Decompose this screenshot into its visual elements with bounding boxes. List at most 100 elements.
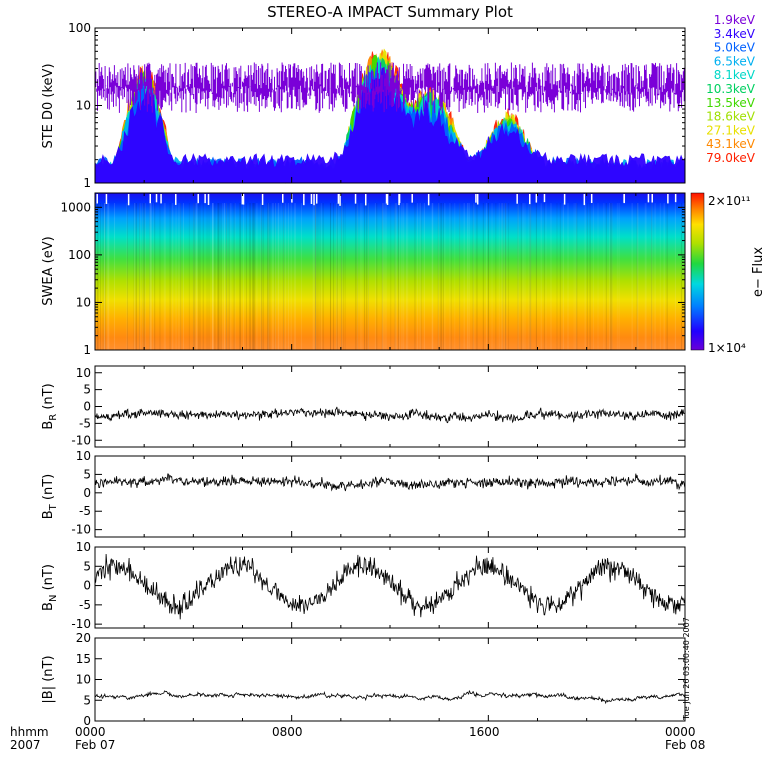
mag-ytick-label: -10 bbox=[71, 433, 91, 447]
swea-gap bbox=[160, 194, 162, 204]
legend-entry-6.5keV: 6.5keV bbox=[714, 54, 756, 68]
swea-gap bbox=[535, 194, 538, 203]
plot-timestamp: Tue Jun 26 03:00:40 2007 bbox=[682, 617, 691, 721]
swea-gap bbox=[647, 194, 650, 203]
swea-gap bbox=[155, 194, 158, 203]
swea-gap bbox=[528, 194, 531, 205]
mag-ytick-label: 10 bbox=[76, 673, 91, 687]
swea-gap bbox=[364, 194, 367, 206]
legend-entry-13.5keV: 13.5keV bbox=[706, 96, 756, 110]
swea-gap bbox=[543, 194, 546, 203]
swea-gap bbox=[175, 194, 177, 205]
swea-gap bbox=[207, 194, 210, 205]
swea-gap bbox=[411, 194, 413, 203]
swea-spectrogram bbox=[95, 193, 685, 350]
swea-gap bbox=[386, 194, 389, 205]
swea-gap bbox=[149, 194, 151, 204]
colorbar-min-label: 1×10⁴ bbox=[708, 341, 746, 355]
swea-gap bbox=[623, 194, 625, 203]
plot-title: STEREO-A IMPACT Summary Plot bbox=[267, 3, 513, 21]
mag-ytick-label: 10 bbox=[76, 366, 91, 380]
mag-ytick-label: 5 bbox=[83, 383, 91, 397]
swea-gap bbox=[281, 194, 284, 203]
swea-gap bbox=[398, 194, 400, 206]
swea-gap bbox=[197, 194, 199, 204]
swea-gap bbox=[313, 194, 315, 206]
swea-gap bbox=[590, 194, 593, 204]
mag-trace-bt bbox=[94, 473, 686, 492]
ste-panel: STE D0 (keV) 1 10 100 1.9keV3.4keV5.0keV6.… bbox=[41, 13, 756, 190]
swea-gap bbox=[385, 194, 388, 204]
footer-format-year: 2007 bbox=[10, 738, 41, 752]
swea-gap bbox=[339, 194, 341, 206]
swea-gap bbox=[127, 194, 130, 206]
mag-frame bbox=[94, 637, 686, 722]
swea-ytick-label: 100 bbox=[68, 248, 91, 262]
mag-ytick-label: -5 bbox=[79, 598, 91, 612]
swea-gap bbox=[563, 194, 566, 205]
mag-ytick-label: 5 bbox=[83, 467, 91, 481]
mag-ytick-label: 20 bbox=[76, 631, 91, 645]
ste-legend: 1.9keV3.4keV5.0keV6.5keV8.1keV10.3keV13.… bbox=[706, 13, 756, 165]
x-tick-label-2: 1600 bbox=[469, 725, 500, 739]
legend-entry-18.6keV: 18.6keV bbox=[706, 110, 756, 124]
swea-gap bbox=[667, 194, 669, 204]
mag-trace-bn bbox=[94, 553, 686, 620]
ste-ytick-label: 100 bbox=[68, 21, 91, 35]
mag-ytick-label: 10 bbox=[76, 540, 91, 554]
mag-ylabel: BR (nT) bbox=[41, 383, 59, 429]
mag-ytick-label: 5 bbox=[83, 693, 91, 707]
x-tick-label-1: 0800 bbox=[272, 725, 303, 739]
swea-ytick-label: 1000 bbox=[60, 200, 91, 214]
x-tick-label-3: 0000 bbox=[665, 725, 696, 739]
legend-entry-10.3keV: 10.3keV bbox=[706, 82, 756, 96]
swea-gap bbox=[204, 194, 206, 204]
swea-ytick-label: 10 bbox=[76, 295, 91, 309]
mag-frame bbox=[94, 365, 686, 448]
swea-gap bbox=[516, 194, 518, 204]
ste-ytick-label: 10 bbox=[76, 99, 91, 113]
mag-trace-b-magnitude bbox=[94, 689, 686, 705]
colorbar-label: e− Flux bbox=[751, 247, 766, 297]
mag-ytick-label: 10 bbox=[76, 449, 91, 463]
mag-panel-b-magnitude: 20 15 10 5 0 |B| (nT) bbox=[41, 631, 686, 728]
swea-gap bbox=[96, 194, 98, 204]
time-axis-footer: hhmm 2007 0000 0800 1600 0000 Feb 07 Feb… bbox=[10, 725, 705, 752]
mag-ytick-label: 0 bbox=[83, 400, 91, 414]
mag-ytick-label: 15 bbox=[76, 652, 91, 666]
legend-entry-3.4keV: 3.4keV bbox=[714, 27, 756, 41]
legend-entry-79.0keV: 79.0keV bbox=[706, 151, 756, 165]
swea-gap bbox=[583, 194, 586, 206]
swea-gap bbox=[476, 194, 479, 205]
legend-entry-8.1keV: 8.1keV bbox=[714, 68, 756, 82]
swea-gap bbox=[105, 194, 108, 204]
legend-entry-5.0keV: 5.0keV bbox=[714, 41, 756, 55]
mag-ytick-label: 0 bbox=[83, 486, 91, 500]
legend-entry-27.1keV: 27.1keV bbox=[706, 123, 756, 137]
mag-ylabel: |B| (nT) bbox=[41, 655, 56, 703]
swea-gap bbox=[354, 194, 357, 204]
date-label-start: Feb 07 bbox=[75, 738, 115, 752]
date-label-end: Feb 08 bbox=[665, 738, 705, 752]
swea-colorbar bbox=[690, 192, 705, 351]
swea-gap bbox=[242, 194, 245, 205]
swea-gap bbox=[651, 194, 653, 203]
swea-gap bbox=[261, 194, 264, 205]
mag-panel-br: 10 5 0 -5 -10 BR (nT) bbox=[41, 365, 686, 448]
mag-ytick-label: -5 bbox=[79, 504, 91, 518]
legend-entry-1.9keV: 1.9keV bbox=[714, 13, 756, 27]
x-tick-label-0: 0000 bbox=[75, 725, 106, 739]
swea-gap bbox=[310, 194, 313, 204]
mag-trace-br bbox=[94, 406, 686, 424]
swea-gap bbox=[674, 194, 677, 203]
legend-entry-43.1keV: 43.1keV bbox=[706, 137, 756, 151]
mag-ytick-label: -5 bbox=[79, 416, 91, 430]
mag-frame bbox=[94, 546, 686, 629]
mag-ytick-label: 0 bbox=[83, 714, 91, 728]
mag-ylabel: BT (nT) bbox=[41, 474, 59, 520]
swea-gap bbox=[241, 194, 244, 205]
swea-gap bbox=[303, 194, 305, 206]
mag-ytick-label: 0 bbox=[83, 579, 91, 593]
swea-ylabel: SWEA (eV) bbox=[41, 236, 56, 305]
